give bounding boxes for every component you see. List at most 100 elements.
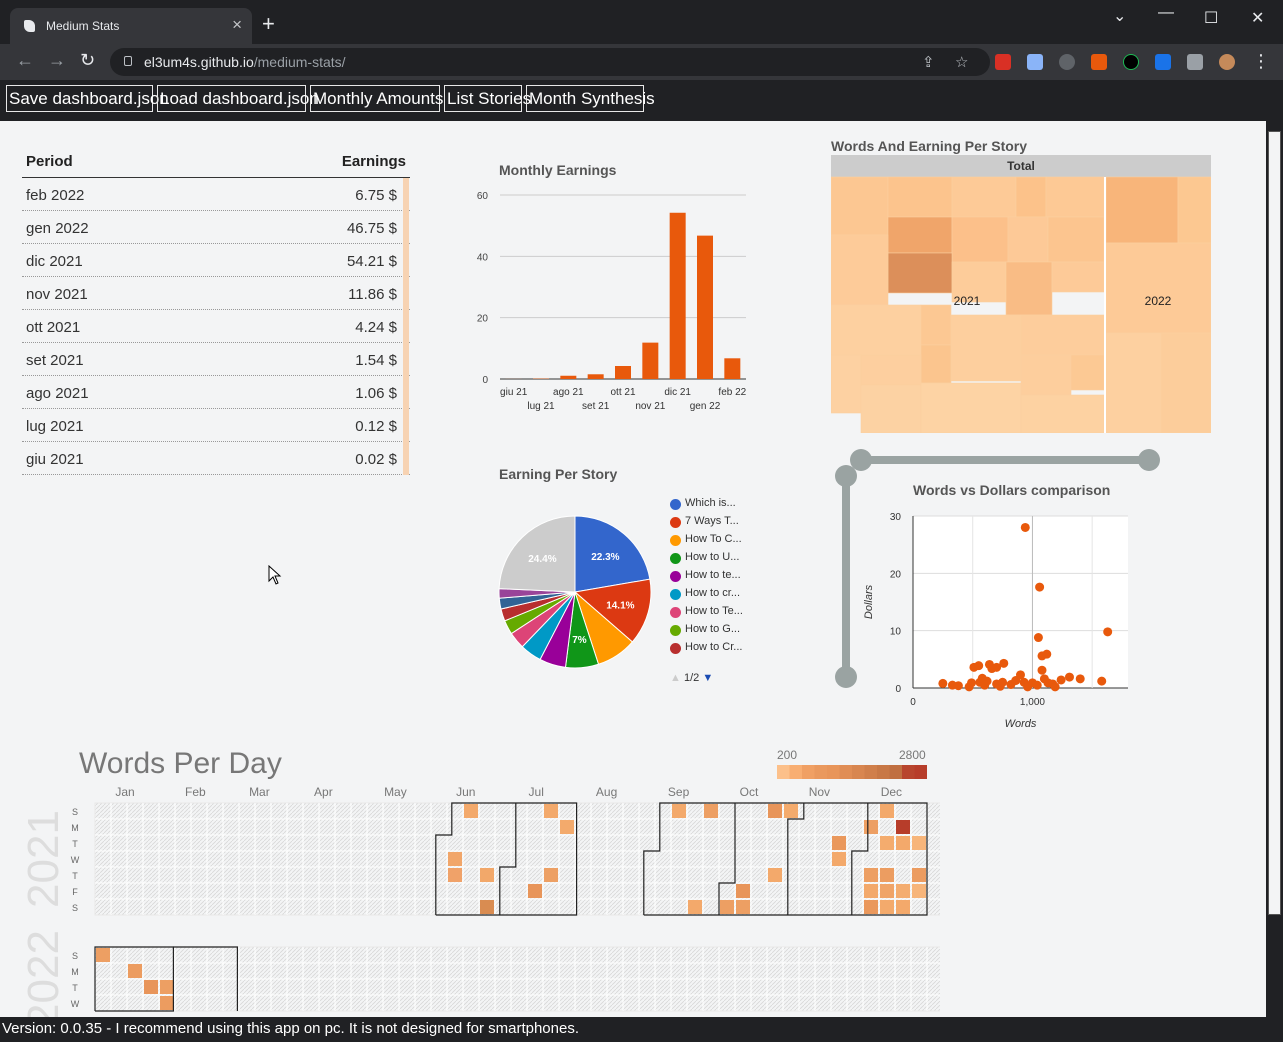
load-dashboard-button[interactable]: Load dashboard.json bbox=[157, 85, 319, 112]
period-cell: gen 2022 bbox=[26, 220, 89, 237]
bar bbox=[615, 365, 631, 379]
x-range-max-handle[interactable] bbox=[1138, 449, 1160, 471]
earnings-cell: 4.24 $ bbox=[355, 319, 397, 336]
slice-label: 22.3% bbox=[591, 552, 619, 563]
data-point bbox=[1056, 675, 1066, 685]
data-point bbox=[1042, 649, 1052, 659]
y-range-max-handle[interactable] bbox=[835, 465, 857, 487]
earnings-cell: 6.75 $ bbox=[355, 187, 397, 204]
extension-svelte-icon[interactable] bbox=[1091, 54, 1107, 70]
day-cell bbox=[544, 804, 558, 818]
treemap-group-label: 2021 bbox=[954, 294, 981, 308]
mouse-cursor-icon bbox=[268, 565, 282, 585]
treemap-tile bbox=[920, 344, 952, 384]
day-cell bbox=[864, 868, 878, 882]
table-row[interactable]: ott 2021 4.24 $ bbox=[22, 310, 410, 343]
data-point bbox=[938, 678, 948, 688]
day-cell bbox=[880, 804, 894, 818]
x-range-min-handle[interactable] bbox=[850, 449, 872, 471]
table-row[interactable]: lug 2021 0.12 $ bbox=[22, 409, 410, 442]
forward-icon[interactable]: → bbox=[48, 50, 66, 70]
extension-medium-icon[interactable] bbox=[1155, 54, 1171, 70]
day-cell bbox=[448, 852, 462, 866]
lock-icon bbox=[124, 56, 132, 66]
address-bar[interactable]: el3um4s.github.io/medium-stats/ ⇪ ☆ bbox=[110, 48, 990, 76]
back-icon[interactable]: ← bbox=[16, 50, 34, 70]
table-row[interactable]: giu 2021 0.02 $ bbox=[22, 442, 410, 475]
extension-2-icon[interactable] bbox=[1027, 54, 1043, 70]
maximize-icon[interactable]: ☐ bbox=[1204, 10, 1219, 27]
bookmark-star-icon[interactable]: ☆ bbox=[955, 54, 969, 71]
x-tick-label: giu 21 bbox=[500, 387, 528, 398]
y-tick-label: 20 bbox=[890, 569, 902, 580]
legend-prev-icon[interactable]: ▲ bbox=[670, 672, 681, 684]
browser-toolbar: ← → ↻ el3um4s.github.io/medium-stats/ ⇪ … bbox=[0, 44, 1283, 80]
treemap-tile bbox=[951, 261, 1007, 303]
day-cell bbox=[896, 836, 910, 850]
new-tab-icon[interactable]: + bbox=[262, 11, 275, 36]
table-row[interactable]: set 2021 1.54 $ bbox=[22, 343, 410, 376]
minimize-icon[interactable]: — bbox=[1158, 4, 1174, 21]
y-range-min-handle[interactable] bbox=[835, 666, 857, 688]
month-outline bbox=[435, 802, 578, 916]
scrollbar-thumb[interactable] bbox=[1268, 131, 1281, 915]
month-outline bbox=[173, 946, 238, 1011]
page-scrollbar[interactable] bbox=[1266, 121, 1283, 1017]
monthly-amounts-button[interactable]: Monthly Amounts bbox=[310, 85, 443, 112]
pie-slice bbox=[573, 578, 652, 643]
plot-area bbox=[913, 516, 1128, 688]
table-row[interactable]: dic 2021 54.21 $ bbox=[22, 244, 410, 277]
earnings-cell: 11.86 $ bbox=[348, 286, 397, 303]
legend-next-icon[interactable]: ▼ bbox=[702, 672, 714, 684]
save-dashboard-button[interactable]: Save dashboard.json bbox=[6, 85, 169, 112]
url-text: el3um4s.github.io/medium-stats/ bbox=[144, 54, 346, 70]
scale-swatch bbox=[777, 765, 790, 779]
treemap-tile bbox=[951, 176, 1017, 218]
month-synthesis-button[interactable]: Month Synthesis bbox=[526, 85, 655, 112]
table-row[interactable]: ago 2021 1.06 $ bbox=[22, 376, 410, 409]
treemap-tile bbox=[831, 354, 862, 414]
treemap-tile bbox=[831, 304, 922, 356]
treemap-tile bbox=[887, 252, 953, 294]
period-header[interactable]: Period bbox=[26, 153, 73, 170]
browser-tab[interactable]: Medium Stats × bbox=[10, 8, 252, 44]
legend-label: How to cr... bbox=[685, 587, 741, 599]
treemap-chart[interactable]: Total 2021 2022 bbox=[831, 155, 1211, 433]
treemap-tile bbox=[1045, 176, 1105, 218]
extensions-puzzle-icon[interactable] bbox=[1187, 54, 1203, 70]
table-row[interactable]: feb 2022 6.75 $ bbox=[22, 178, 410, 211]
extension-5-icon[interactable] bbox=[1123, 54, 1139, 70]
day-cell bbox=[480, 868, 494, 882]
table-row[interactable]: nov 2021 11.86 $ bbox=[22, 277, 410, 310]
data-point bbox=[998, 677, 1008, 687]
window-close-icon[interactable]: ✕ bbox=[1251, 10, 1265, 27]
tab-close-icon[interactable]: × bbox=[232, 15, 242, 34]
extension-3-icon[interactable] bbox=[1059, 54, 1075, 70]
earnings-header[interactable]: Earnings bbox=[341, 153, 406, 170]
period-cell: ott 2021 bbox=[26, 319, 81, 336]
profile-avatar[interactable] bbox=[1219, 54, 1235, 70]
bar bbox=[587, 374, 604, 379]
treemap-tile bbox=[1020, 394, 1105, 433]
tab-search-icon[interactable]: ⌄ bbox=[1113, 8, 1127, 25]
month-label: Jan bbox=[115, 785, 134, 799]
extension-1-icon[interactable] bbox=[995, 54, 1011, 70]
month-label: Oct bbox=[740, 785, 759, 799]
treemap-tile bbox=[1020, 354, 1072, 396]
day-cell bbox=[464, 804, 478, 818]
legend-pager: ▲ 1/2 ▼ bbox=[670, 672, 713, 684]
browser-menu-icon[interactable]: ⋮ bbox=[1252, 51, 1270, 71]
data-point bbox=[1020, 522, 1030, 532]
scale-swatch bbox=[889, 765, 903, 779]
table-scrollbar[interactable] bbox=[403, 178, 409, 475]
month-label: Jul bbox=[529, 785, 544, 799]
list-stories-button[interactable]: List Stories bbox=[444, 85, 531, 112]
month-outline bbox=[718, 803, 736, 915]
share-icon[interactable]: ⇪ bbox=[922, 54, 935, 71]
treemap-tile bbox=[920, 304, 952, 346]
day-cell bbox=[160, 996, 174, 1010]
treemap-tile bbox=[831, 176, 889, 236]
table-row[interactable]: gen 2022 46.75 $ bbox=[22, 211, 410, 244]
period-cell: giu 2021 bbox=[26, 451, 84, 468]
reload-icon[interactable]: ↻ bbox=[80, 50, 96, 70]
